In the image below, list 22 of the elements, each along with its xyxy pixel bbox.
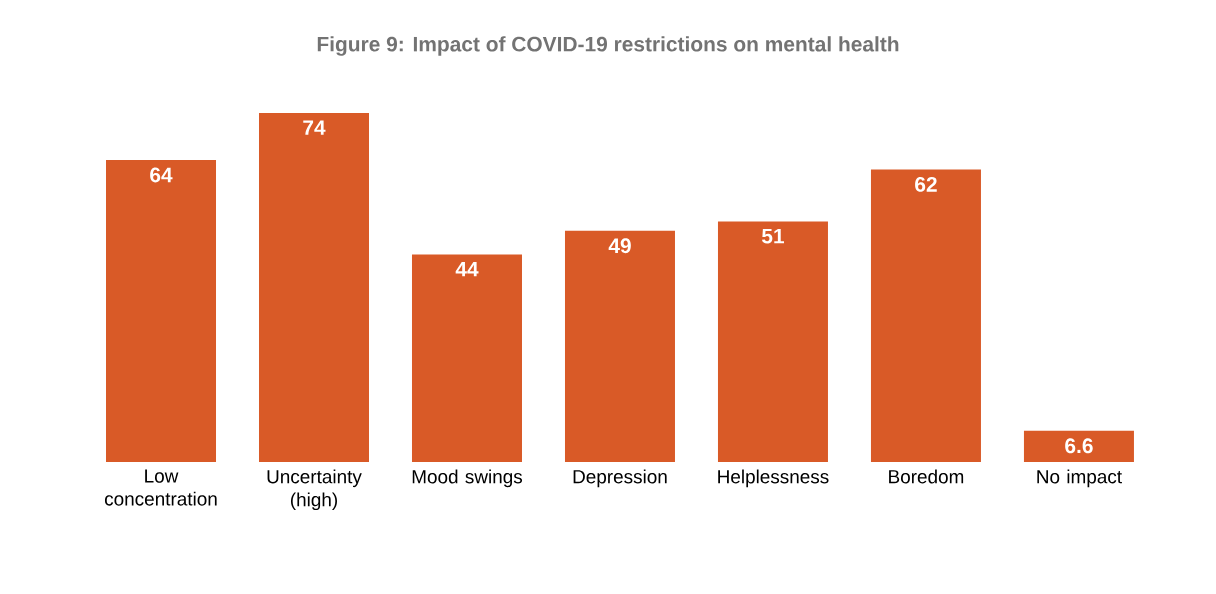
data-label: 62: [915, 177, 937, 192]
data-label: 44: [455, 261, 479, 277]
x-tick-label: No impact: [1037, 469, 1122, 488]
x-tick-label: Helplessness: [718, 469, 829, 488]
data-label: 74: [303, 120, 326, 135]
bar: [106, 160, 217, 462]
x-tick-label: Boredom: [889, 469, 964, 484]
x-tick-label: Mood swings: [412, 469, 523, 488]
data-label: 49: [608, 238, 631, 254]
x-tick-label: Depression: [573, 469, 667, 488]
bar: [717, 221, 828, 462]
x-tick-label: Uncertainty (high): [267, 469, 362, 511]
bar: [259, 112, 369, 462]
data-label: 64: [150, 167, 173, 183]
x-tick-label: Low concentration: [104, 469, 217, 506]
bar: [1023, 430, 1134, 462]
bar: [870, 169, 981, 462]
bar: [564, 230, 675, 462]
bar: [411, 254, 522, 462]
data-label: 6.6: [1065, 438, 1093, 454]
chart-title: Figure 9: Impact of COVID-19 restrictions on mental health: [317, 36, 899, 56]
data-label: 51: [761, 228, 785, 244]
